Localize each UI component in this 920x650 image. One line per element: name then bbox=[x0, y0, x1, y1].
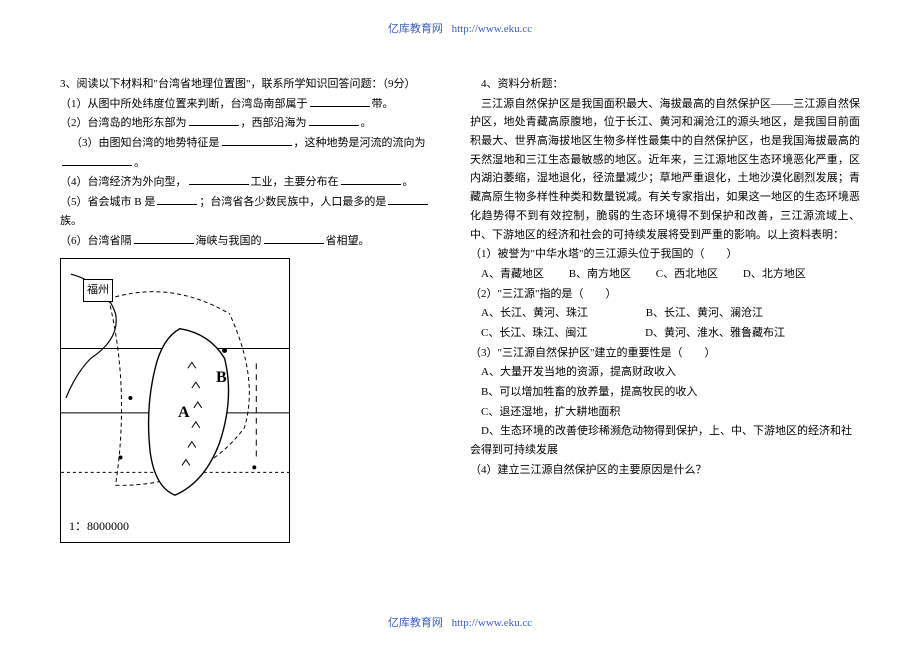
page-header: 亿库教育网 http://www.eku.cc bbox=[0, 20, 920, 36]
blank bbox=[222, 134, 292, 146]
blank bbox=[341, 173, 401, 185]
q3-3b: 。 bbox=[60, 154, 450, 173]
q3-5: （5）省会城市 B 是；台湾省各少数民族中，人口最多的是族。 bbox=[60, 193, 450, 230]
q3-title: 3、阅读以下材料和"台湾省地理位置图"，联系所学知识回答问题：（9分） bbox=[60, 75, 450, 94]
q4-3: （3）"三江源自然保护区"建立的重要性是（ ） bbox=[470, 344, 860, 363]
blank bbox=[157, 193, 197, 205]
q4-1-opts: A、青藏地区 B、南方地区 C、西北地区 D、北方地区 bbox=[470, 265, 860, 284]
footer-url: http://www.eku.cc bbox=[452, 617, 533, 629]
q4-2: （2）"三江源"指的是（ ） bbox=[470, 285, 860, 304]
taiwan-map: 福州 A B 1：8000000 bbox=[60, 258, 290, 543]
blank bbox=[388, 193, 428, 205]
q4-para: 三江源自然保护区是我国面积最大、海拔最高的自然保护区——三江源自然保护区，地处青… bbox=[470, 95, 860, 245]
q4-2-opts2: C、长江、珠江、闽江 D、黄河、淮水、雅鲁藏布江 bbox=[470, 324, 860, 343]
header-url: http://www.eku.cc bbox=[452, 23, 533, 35]
q4-3c: C、退还湿地，扩大耕地面积 bbox=[470, 403, 860, 422]
q4-1: （1）被誉为"中华水塔"的三江源头位于我国的（ ） bbox=[470, 245, 860, 264]
q4-2-opts1: A、长江、黄河、珠江 B、长江、黄河、澜沧江 bbox=[470, 304, 860, 323]
map-label-b: B bbox=[216, 364, 227, 391]
blank bbox=[62, 154, 132, 166]
q4-4: （4）建立三江源自然保护区的主要原因是什么？ bbox=[470, 461, 860, 480]
fuzhou-label: 福州 bbox=[83, 279, 113, 302]
q3-6: （6）台湾省隔海峡与我国的省相望。 bbox=[60, 232, 450, 251]
map-scale: 1：8000000 bbox=[69, 516, 129, 536]
q3-2: （2）台湾岛的地形东部为，西部沿海为。 bbox=[60, 114, 450, 133]
left-column: 3、阅读以下材料和"台湾省地理位置图"，联系所学知识回答问题：（9分） （1）从… bbox=[60, 75, 450, 590]
q3-3: （3）由图知台湾的地势特征是，这种地势是河流的流向为 bbox=[60, 134, 450, 153]
blank bbox=[310, 95, 370, 107]
blank bbox=[264, 232, 324, 244]
page-footer: 亿库教育网 http://www.eku.cc bbox=[0, 614, 920, 630]
content-area: 3、阅读以下材料和"台湾省地理位置图"，联系所学知识回答问题：（9分） （1）从… bbox=[60, 75, 860, 590]
q3-4: （4）台湾经济为外向型，工业，主要分布在。 bbox=[60, 173, 450, 192]
footer-brand: 亿库教育网 bbox=[388, 617, 443, 629]
blank bbox=[189, 173, 249, 185]
brand-text: 亿库教育网 bbox=[388, 23, 443, 35]
blank bbox=[309, 114, 359, 126]
blank bbox=[189, 114, 239, 126]
q4-3d: D、生态环境的改善使珍稀濒危动物得到保护，上、中、下游地区的经济和社会得到可持续… bbox=[470, 422, 860, 459]
q4-3b: B、可以增加牲畜的放养量，提高牧民的收入 bbox=[470, 383, 860, 402]
blank bbox=[134, 232, 194, 244]
q4-3a: A、大量开发当地的资源，提高财政收入 bbox=[470, 363, 860, 382]
map-label-a: A bbox=[178, 399, 190, 426]
right-column: 4、资料分析题： 三江源自然保护区是我国面积最大、海拔最高的自然保护区——三江源… bbox=[470, 75, 860, 590]
q4-title: 4、资料分析题： bbox=[470, 75, 860, 94]
q3-1: （1）从图中所处纬度位置来判断，台湾岛南部属于带。 bbox=[60, 95, 450, 114]
